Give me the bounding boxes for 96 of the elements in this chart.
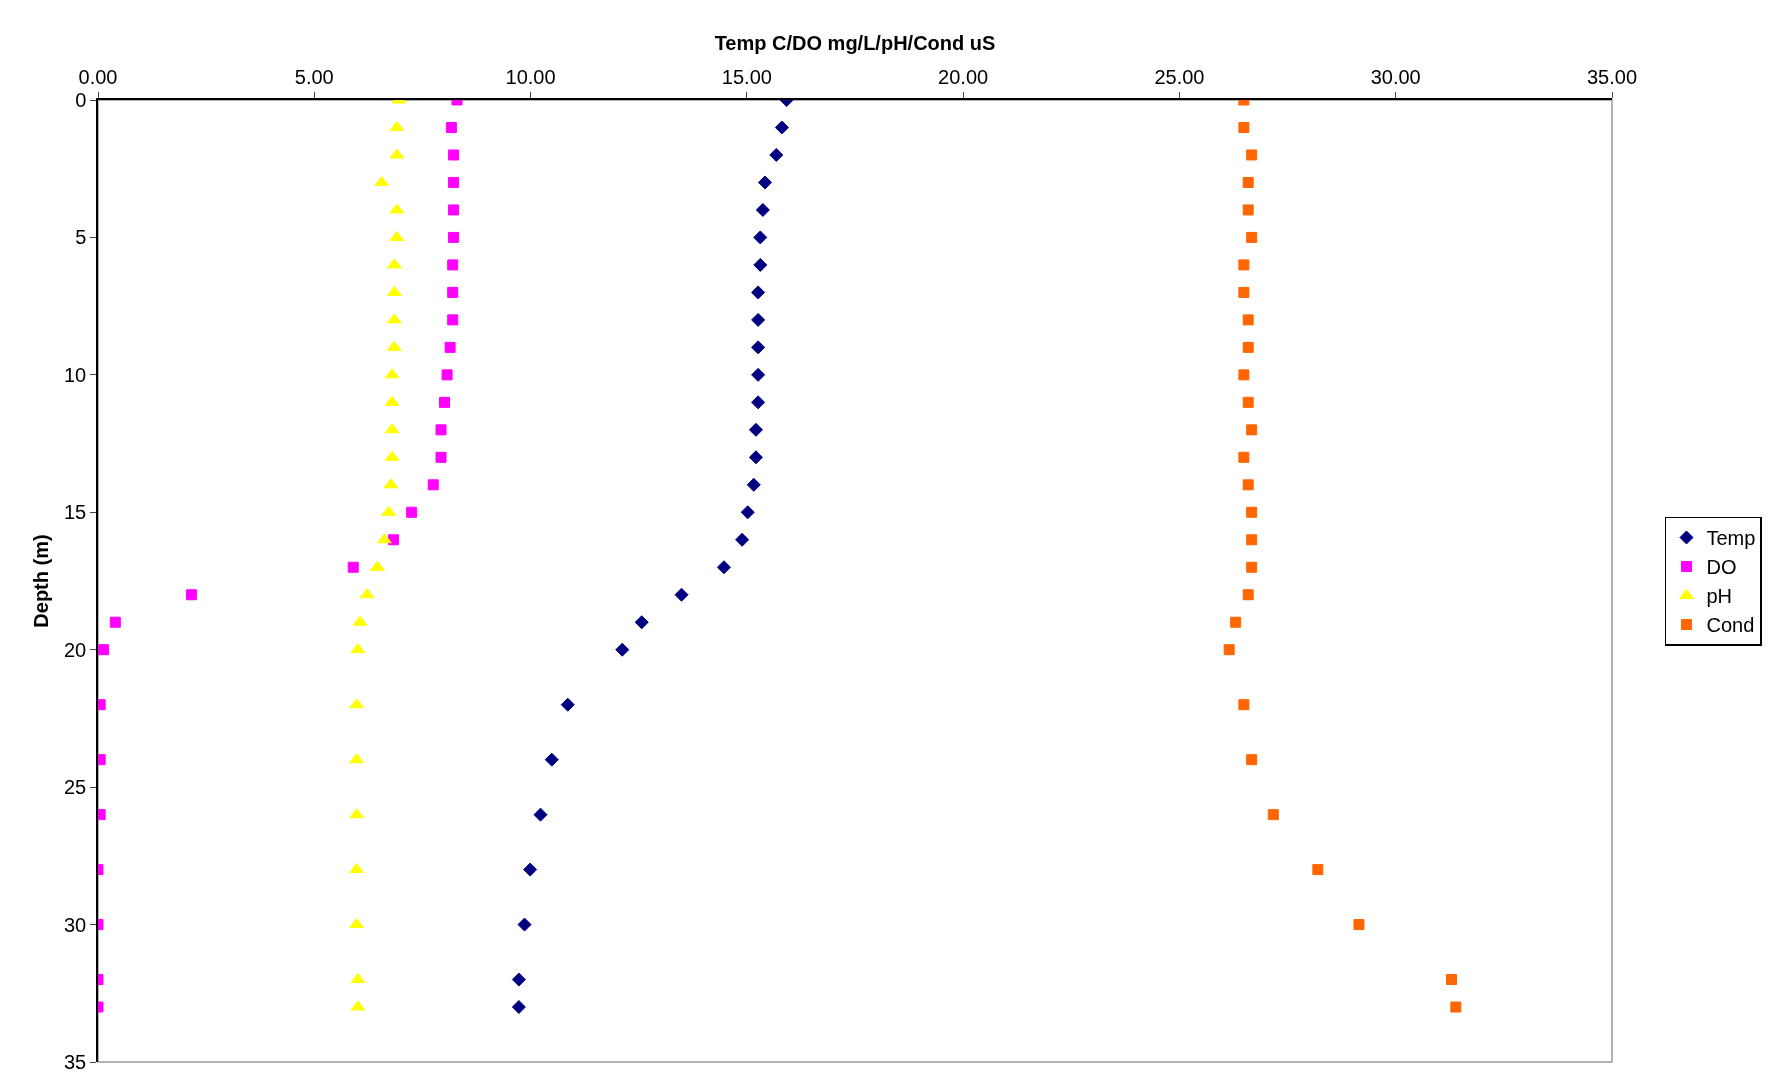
point [435,424,447,436]
point [370,560,385,571]
point [1267,809,1279,821]
y-tick-label: 10 [64,363,87,386]
point [1242,314,1254,326]
x-tick-label: 5.00 [294,66,334,89]
point [753,257,768,272]
point [1246,561,1258,573]
point [735,532,750,547]
legend-label: Cond [1706,614,1755,637]
point [511,972,526,987]
point [544,752,559,767]
point [1246,534,1258,546]
point [1223,644,1235,656]
point [1238,259,1250,271]
x-tick-label: 35.00 [1586,66,1638,89]
y-tick-label: 30 [64,913,87,936]
y-axis-title: Depth (m) [30,534,52,628]
point [1312,864,1324,876]
point [1238,699,1250,711]
point [447,286,459,298]
point [1246,231,1258,243]
point [448,176,460,188]
point [758,175,773,190]
point [1446,974,1458,986]
point [751,312,766,327]
point [1242,176,1254,188]
point [185,589,197,601]
legend-label: DO [1706,556,1737,579]
point [751,367,766,382]
x-tick-label: 30.00 [1370,66,1421,89]
y-tick-label: 20 [64,638,87,661]
point [438,396,450,408]
x-tick-label: 0.00 [78,66,118,89]
point [435,451,447,463]
point [448,149,460,161]
point [751,395,766,410]
point [447,259,459,271]
x-tick-label: 25.00 [1154,66,1205,89]
point [560,697,575,712]
point [615,642,630,657]
legend-label: pH [1706,585,1733,608]
legend-label: Temp [1706,527,1756,550]
point [769,147,784,162]
point [1353,919,1365,931]
point [1242,589,1254,601]
point [740,505,755,520]
y-tick-label: 0 [75,89,87,111]
point [448,204,460,216]
point [1242,341,1254,353]
point [533,807,548,822]
point [427,479,439,491]
point [1242,204,1254,216]
point [1238,451,1250,463]
point [523,862,538,877]
point [674,587,689,602]
y-tick-label: 25 [64,776,87,799]
point [774,120,789,135]
point [441,369,453,381]
point [753,230,768,245]
point [1238,121,1250,133]
point [1242,479,1254,491]
y-tick-label: 35 [64,1051,87,1073]
point [447,314,459,326]
point [1450,1001,1462,1013]
x-axis-title: Temp C/DO mg/L/pH/Cond uS [714,32,996,55]
point [445,121,457,133]
point [751,285,766,300]
point [1246,149,1258,161]
point [517,917,532,932]
point [748,450,763,465]
x-tick-label: 10.00 [505,66,556,89]
point [109,616,121,628]
point [406,506,418,518]
point [448,231,460,243]
x-tick-label: 20.00 [938,66,989,89]
y-tick-label: 15 [64,501,87,524]
point [716,560,731,575]
point [1246,506,1258,518]
point [1246,754,1258,766]
point [1238,369,1250,381]
y-tick-label: 5 [75,226,87,249]
point [746,477,761,492]
point [751,340,766,355]
point [98,644,110,656]
point [1230,616,1242,628]
point [1238,286,1250,298]
point [444,341,456,353]
point [347,561,359,573]
point [1242,396,1254,408]
point [511,1000,526,1015]
point [1246,424,1258,436]
point [634,615,649,630]
point [748,422,763,437]
x-tick-label: 15.00 [721,66,772,89]
point [755,202,770,217]
